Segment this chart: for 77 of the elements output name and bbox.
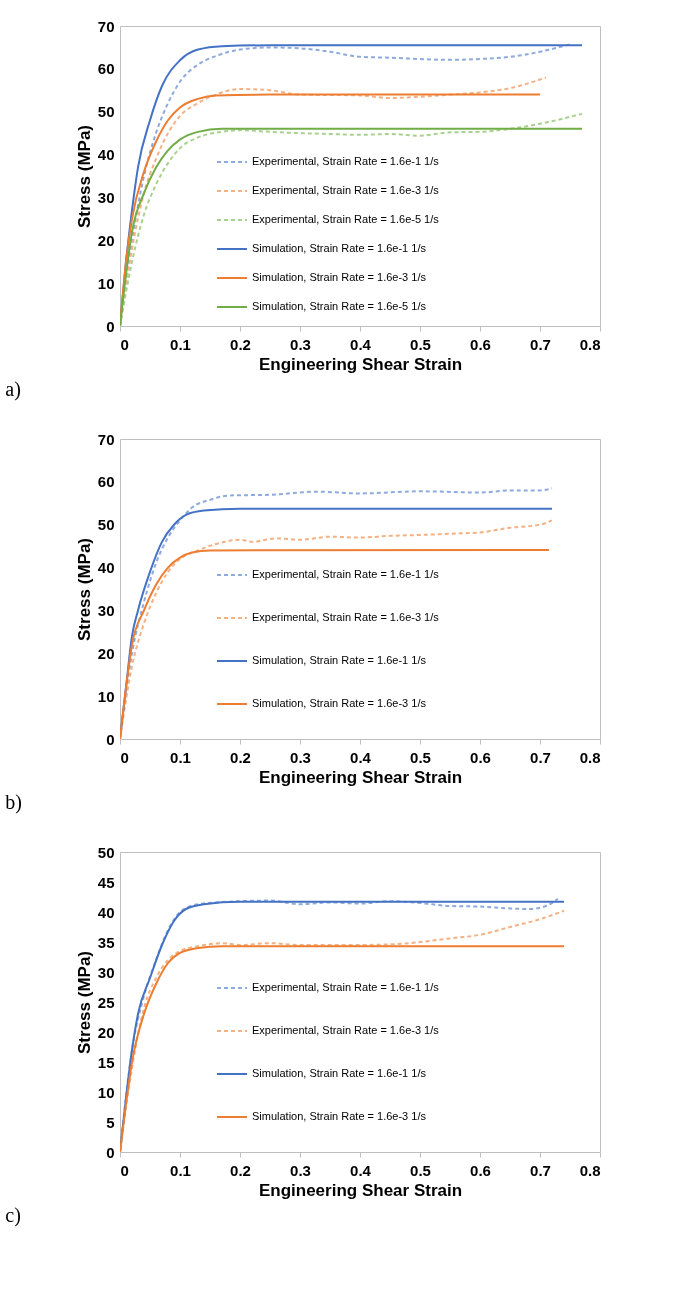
y-tick-label: 60 [97, 473, 115, 491]
y-tick-label: 35 [97, 933, 115, 951]
x-tick-label: 0.5 [410, 335, 431, 353]
y-tick-label: 20 [97, 1023, 115, 1041]
legend-label: Experimental, Strain Rate = 1.6e-3 1/s [252, 611, 440, 623]
text: c) [5, 1204, 21, 1227]
x-tick-label: 0.1 [170, 748, 191, 766]
legend-label: Experimental, Strain Rate = 1.6e-1 1/s [252, 568, 440, 580]
y-axis-title: Stress (MPa) [74, 125, 94, 228]
x-tick-label: 0 [120, 335, 129, 353]
legend-label: Experimental, Strain Rate = 1.6e-3 1/s [252, 1024, 440, 1036]
x-tick-label: 0.3 [290, 1161, 311, 1179]
y-tick-label: 0 [106, 1143, 115, 1161]
x-tick-label: 0 [120, 1161, 129, 1179]
x-tick-label: 0.6 [470, 1161, 491, 1179]
x-tick-label: 0.2 [230, 1161, 251, 1179]
y-tick-label: 0 [106, 317, 115, 335]
x-tick-label: 0.7 [530, 1161, 551, 1179]
legend-label: Simulation, Strain Rate = 1.6e-1 1/s [252, 654, 427, 666]
x-tick-label: 0.8 [579, 1161, 601, 1179]
y-tick-label: 20 [97, 644, 115, 662]
legend-label: Simulation, Strain Rate = 1.6e-3 1/s [252, 271, 427, 283]
y-tick-label: 10 [97, 1083, 115, 1101]
legend-label: Simulation, Strain Rate = 1.6e-1 1/s [252, 1067, 427, 1079]
y-axis-title: Stress (MPa) [74, 538, 94, 641]
x-tick-label: 0.3 [290, 335, 311, 353]
y-tick-label: 50 [97, 103, 115, 121]
y-tick-label: 40 [97, 559, 115, 577]
y-axis-title: Stress (MPa) [74, 951, 94, 1054]
x-tick-label: 0.8 [579, 335, 601, 353]
x-tick-label: 0.7 [530, 748, 551, 766]
legend-label: Simulation, Strain Rate = 1.6e-3 1/s [252, 1110, 427, 1122]
x-tick-label: 0.6 [470, 748, 491, 766]
x-tick-label: 0.4 [350, 748, 372, 766]
x-tick-label: 0.2 [230, 335, 251, 353]
y-tick-label: 20 [97, 231, 115, 249]
y-tick-label: 30 [97, 963, 115, 981]
x-tick-label: 0.2 [230, 748, 251, 766]
text: a) [5, 378, 21, 401]
y-tick-label: 15 [97, 1053, 115, 1071]
y-tick-label: 25 [97, 993, 115, 1011]
x-tick-label: 0.7 [530, 335, 551, 353]
x-tick-label: 0.1 [170, 335, 191, 353]
y-tick-label: 45 [97, 873, 115, 891]
x-tick-label: 0.6 [470, 335, 491, 353]
legend-label: Experimental, Strain Rate = 1.6e-3 1/s [252, 184, 440, 196]
y-tick-label: 0 [106, 730, 115, 748]
y-tick-label: 40 [97, 903, 115, 921]
y-tick-label: 10 [97, 274, 115, 292]
legend-label: Simulation, Strain Rate = 1.6e-5 1/s [252, 300, 427, 312]
x-tick-label: 0.4 [350, 1161, 372, 1179]
y-tick-label: 50 [97, 516, 115, 534]
legend-label: Simulation, Strain Rate = 1.6e-3 1/s [252, 697, 427, 709]
x-tick-label: 0.5 [410, 748, 431, 766]
legend-label: Experimental, Strain Rate = 1.6e-1 1/s [252, 155, 440, 167]
x-axis-title: Engineering Shear Strain [258, 354, 463, 374]
y-tick-label: 30 [97, 188, 115, 206]
x-tick-label: 0.3 [290, 748, 311, 766]
x-tick-label: 0.5 [410, 1161, 431, 1179]
y-tick-label: 50 [97, 843, 115, 861]
y-tick-label: 70 [97, 430, 115, 448]
legend-label: Simulation, Strain Rate = 1.6e-1 1/s [252, 242, 427, 254]
y-tick-label: 5 [106, 1113, 115, 1131]
y-tick-label: 10 [97, 687, 115, 705]
x-axis-title: Engineering Shear Strain [258, 767, 463, 787]
x-axis-title: Engineering Shear Strain [258, 1180, 463, 1200]
y-tick-label: 40 [97, 146, 115, 164]
x-tick-label: 0.8 [579, 748, 601, 766]
x-tick-label: 0.1 [170, 1161, 191, 1179]
legend-label: Experimental, Strain Rate = 1.6e-5 1/s [252, 213, 440, 225]
legend-label: Experimental, Strain Rate = 1.6e-1 1/s [252, 981, 440, 993]
y-tick-label: 70 [97, 17, 115, 35]
y-tick-label: 60 [97, 60, 115, 78]
y-tick-label: 30 [97, 601, 115, 619]
x-tick-label: 0.4 [350, 335, 372, 353]
text: b) [5, 791, 22, 814]
x-tick-label: 0 [120, 748, 129, 766]
